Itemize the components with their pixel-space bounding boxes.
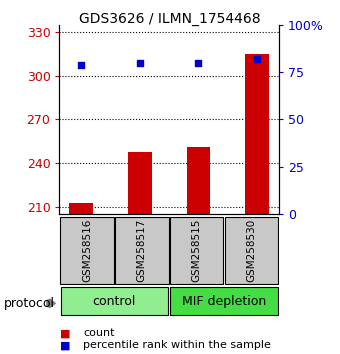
Text: ■: ■ bbox=[59, 329, 70, 338]
Bar bbox=[170, 287, 278, 315]
FancyArrow shape bbox=[47, 299, 55, 308]
Bar bbox=[69, 202, 93, 214]
Text: percentile rank within the sample: percentile rank within the sample bbox=[83, 340, 271, 350]
Text: GSM258530: GSM258530 bbox=[246, 219, 256, 282]
Text: GDS3626 / ILMN_1754468: GDS3626 / ILMN_1754468 bbox=[79, 12, 261, 27]
Text: protocol: protocol bbox=[3, 297, 54, 310]
Text: ■: ■ bbox=[59, 340, 70, 350]
Text: count: count bbox=[83, 329, 115, 338]
Point bbox=[137, 60, 142, 65]
Point bbox=[196, 60, 201, 65]
Text: GSM258515: GSM258515 bbox=[191, 219, 202, 282]
Bar bbox=[115, 217, 169, 284]
Bar bbox=[170, 217, 223, 284]
Text: control: control bbox=[92, 295, 136, 308]
Bar bbox=[187, 147, 210, 214]
Bar bbox=[224, 217, 278, 284]
Bar bbox=[61, 287, 168, 315]
Text: GSM258517: GSM258517 bbox=[137, 219, 147, 282]
Bar bbox=[128, 152, 152, 214]
Text: GSM258516: GSM258516 bbox=[82, 219, 92, 282]
Point bbox=[254, 56, 260, 62]
Text: MIF depletion: MIF depletion bbox=[182, 295, 266, 308]
Bar bbox=[60, 217, 114, 284]
Bar bbox=[245, 54, 269, 214]
Point bbox=[79, 62, 84, 67]
